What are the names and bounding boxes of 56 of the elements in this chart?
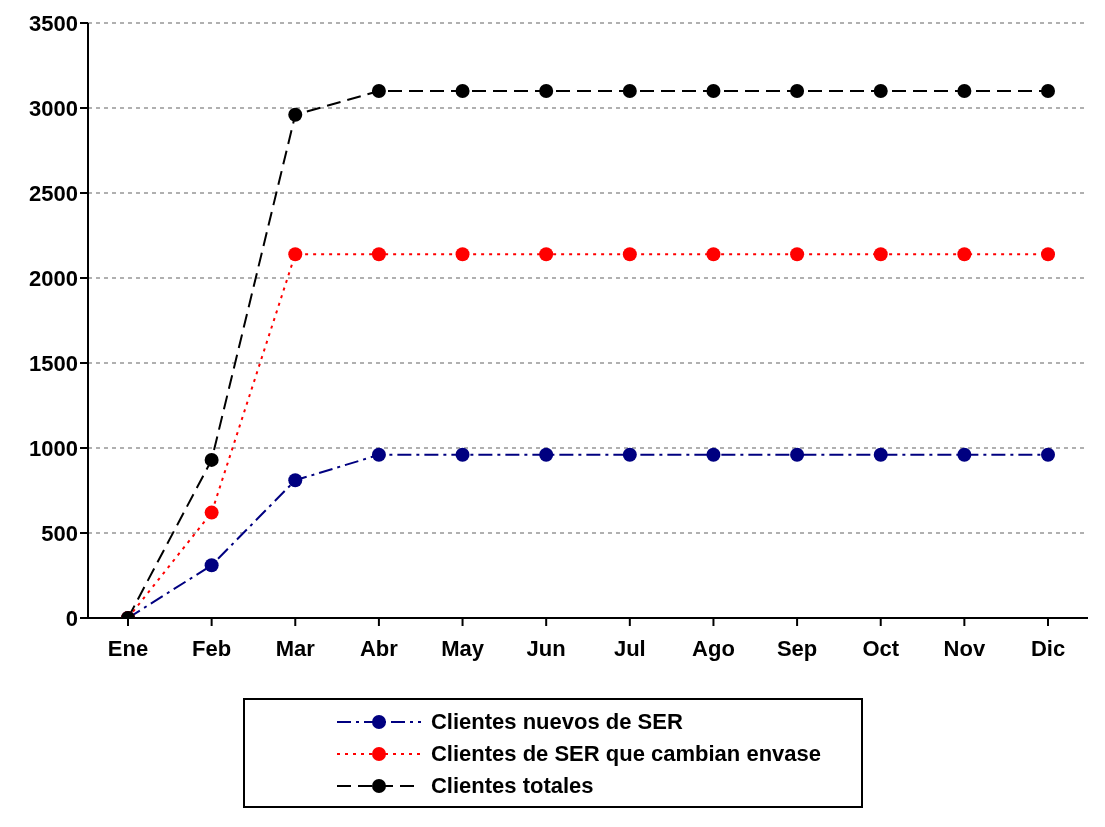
x-tick-label: Abr [359,635,399,661]
point [957,247,972,262]
x-tick-label: Dic [1030,635,1066,661]
x-tick-label: Nov [943,635,986,661]
point [455,447,470,462]
point [1041,447,1055,462]
x-tick-label: Jul [613,635,646,661]
point [706,247,721,262]
point [622,247,637,262]
point [790,447,805,462]
point [455,247,470,262]
point [288,473,303,488]
y-tick-label: 2000 [29,265,78,291]
x-tick-label: May [441,635,485,661]
point [957,84,972,98]
point [204,505,219,520]
y-tick-label: 1500 [29,350,78,376]
legend-label: Clientes totales [430,773,594,799]
point [622,447,637,462]
x-tick-label: Ene [107,635,149,661]
point [873,84,888,98]
point [1041,247,1055,262]
x-tick-label: Sep [776,635,818,661]
point [957,447,972,462]
point [539,247,554,262]
point [873,247,888,262]
y-tick-label: 3500 [29,10,78,36]
point [371,447,386,462]
point [1041,84,1055,98]
point [539,84,554,98]
point [873,447,888,462]
point [288,247,303,262]
point [706,84,721,98]
point [371,84,386,98]
point [288,107,303,122]
x-tick-label: Mar [275,635,316,661]
y-tick-label: 0 [65,605,78,631]
y-tick-label: 500 [41,520,78,546]
y-tick-label: 1000 [29,435,78,461]
x-tick-label: Feb [192,635,232,661]
point [455,84,470,98]
legend-label: Clientes de SER que cambian envase [430,741,822,767]
point [790,84,805,98]
point [204,558,219,573]
point [622,84,637,98]
legend-label: Clientes nuevos de SER [430,709,683,735]
y-tick-label: 2500 [29,180,78,206]
point [706,447,721,462]
x-tick-label: Oct [862,635,900,661]
x-tick-label: Jun [526,635,566,661]
point [204,452,219,467]
point [371,247,386,262]
x-tick-label: Ago [692,635,735,661]
point [790,247,805,262]
point [539,447,554,462]
y-tick-label: 3000 [29,95,78,121]
